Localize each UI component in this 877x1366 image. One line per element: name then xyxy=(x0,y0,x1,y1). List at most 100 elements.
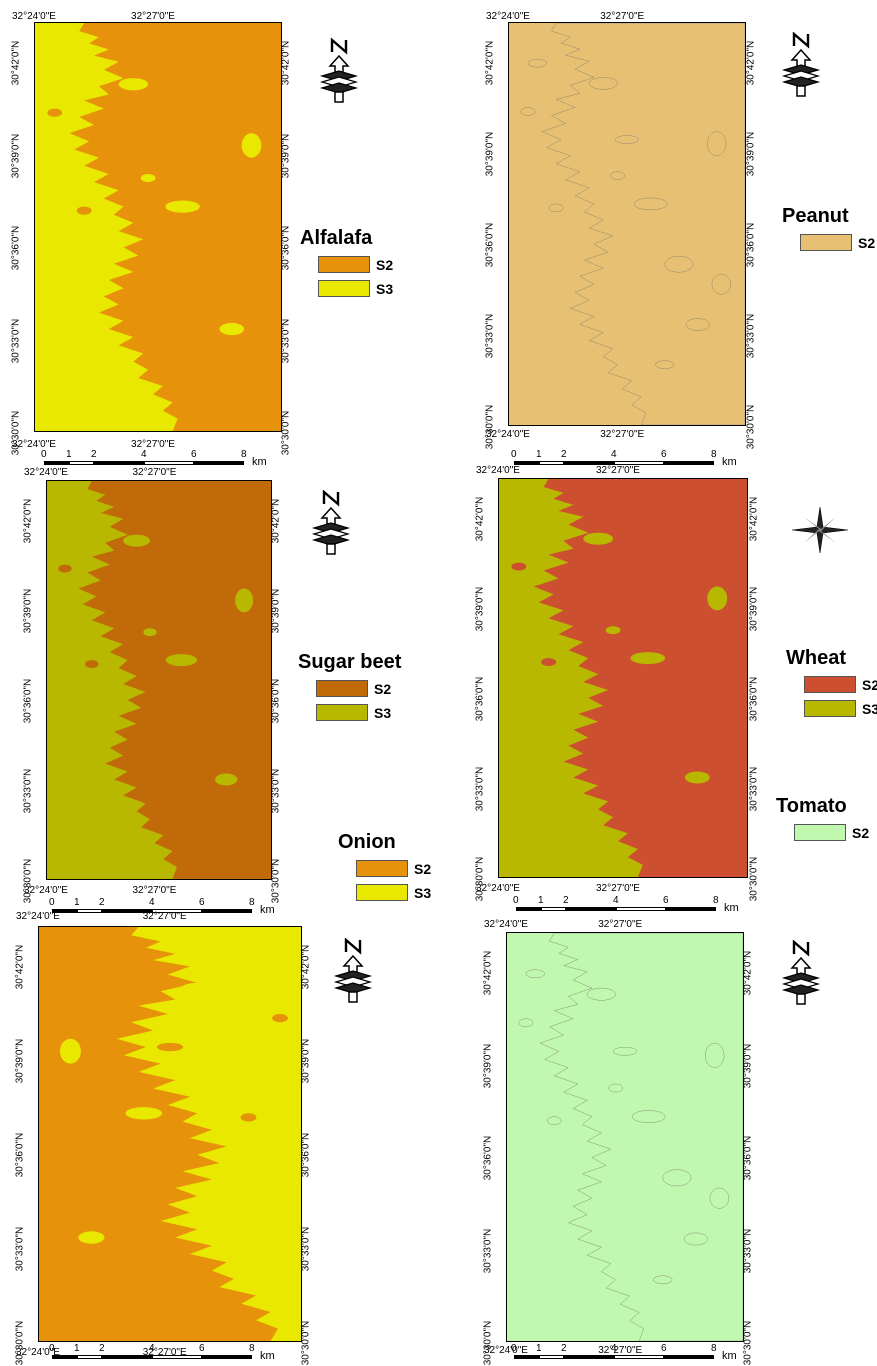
onion-scale-tick-label: 1 xyxy=(74,1343,80,1354)
alfalafa-patch xyxy=(76,206,92,215)
alfalafa-scale-segment xyxy=(69,461,94,465)
onion-lon-label-bottom: 32°27'0"E xyxy=(142,1347,187,1358)
onion-lat-label-right: 30°33'0"N xyxy=(300,1226,312,1272)
alfalafa-scale-tick-label: 1 xyxy=(66,449,72,460)
peanut-scale-tick-label: 8 xyxy=(711,449,717,460)
tomato-scale-segment xyxy=(664,1355,714,1359)
peanut-patch xyxy=(589,77,617,89)
peanut-legend-title: Peanut xyxy=(782,205,849,227)
alfalafa-scale-segment xyxy=(44,461,69,465)
tomato-legend-title: Tomato xyxy=(776,795,847,817)
sugar-beet-scale-segment xyxy=(202,909,252,913)
tomato-scale-segment xyxy=(614,1355,664,1359)
onion-north-arrow-head xyxy=(342,954,364,973)
sugar-beet-legend-swatch xyxy=(316,704,368,721)
alfalafa-lat-label-right: 30°33'0"N xyxy=(280,318,292,363)
onion-lat-label-right: 30°36'0"N xyxy=(300,1132,312,1178)
tomato-patch xyxy=(710,1188,729,1208)
onion-scale-segment xyxy=(102,1355,152,1359)
tomato-patch xyxy=(684,1233,708,1245)
tomato-scale-tick-label: 6 xyxy=(661,1343,667,1354)
sugar-beet-legend-title: Sugar beet xyxy=(298,651,402,673)
onion-patch xyxy=(78,1231,105,1244)
alfalafa-north-stem xyxy=(334,91,344,103)
onion-north-layer xyxy=(333,982,373,994)
tomato-patch xyxy=(547,1117,561,1125)
onion-patch xyxy=(117,1274,139,1284)
onion-map-canvas xyxy=(39,927,301,1341)
alfalafa-lat-label-left: 30°30'0"N xyxy=(10,410,22,456)
peanut-lat-label-right: 30°30'0"N xyxy=(745,404,757,450)
onion-lat-label-left: 30°36'0"N xyxy=(14,1132,26,1178)
tomato-lat-label-left: 30°39'0"N xyxy=(482,1043,494,1088)
tomato-legend-swatch xyxy=(794,824,846,841)
wheat-scale-tick-label: 4 xyxy=(613,895,619,906)
wheat-lon-label-bottom: 32°24'0"E xyxy=(476,883,520,894)
sugar-beet-scale-segment xyxy=(152,909,202,913)
sugar-beet-patch xyxy=(215,773,238,786)
tomato-s2-zone xyxy=(540,933,743,1341)
wheat-lat-label-right: 30°33'0"N xyxy=(748,766,760,812)
tomato-scale-unit: km xyxy=(722,1350,737,1362)
alfalafa-legend-label: S3 xyxy=(376,281,394,297)
alfalafa-scale-tick-label: 8 xyxy=(241,449,247,460)
tomato-map-canvas xyxy=(507,933,743,1341)
sugar-beet-scale-tick-label: 0 xyxy=(49,897,55,908)
alfalafa-patch xyxy=(145,137,171,146)
wheat-lat-label-left: 30°42'0"N xyxy=(474,496,486,542)
wheat-lat-label-left: 30°39'0"N xyxy=(474,586,486,632)
tomato-scale-tick-label: 2 xyxy=(561,1343,567,1354)
onion-patch xyxy=(180,982,212,996)
sugar-beet-patch xyxy=(143,628,157,637)
peanut-lat-label-right: 30°39'0"N xyxy=(745,131,757,177)
peanut-lat-label-left: 30°33'0"N xyxy=(484,313,496,359)
peanut-lat-label-right: 30°36'0"N xyxy=(745,222,757,268)
alfalafa-patch xyxy=(187,365,208,374)
sugar-beet-patch xyxy=(194,711,222,728)
sugar-beet-patch xyxy=(239,729,258,750)
wheat-patch xyxy=(685,771,710,784)
onion-lat-label-left: 30°39'0"N xyxy=(14,1038,26,1084)
wheat-legend-title: Wheat xyxy=(786,647,846,669)
alfalafa-scale-segment xyxy=(94,461,144,465)
sugar-beet-patch xyxy=(185,815,204,824)
onion-lat-label-left: 30°33'0"N xyxy=(14,1226,26,1272)
wheat-scale-segment xyxy=(616,907,666,911)
peanut-scale-unit: km xyxy=(722,456,737,468)
tomato-map-frame xyxy=(506,932,744,1342)
sugar-beet-scale-tick-label: 4 xyxy=(149,897,155,908)
tomato-patch xyxy=(526,970,545,978)
sugar-beet-lat-label-left: 30°30'0"N xyxy=(22,858,34,904)
wheat-lat-label-left: 30°36'0"N xyxy=(474,676,486,722)
peanut-scale-segment xyxy=(664,461,714,465)
tomato-patch xyxy=(613,1047,637,1055)
onion-legend-label: S2 xyxy=(414,861,432,877)
alfalafa-lat-label-right: 30°30'0"N xyxy=(280,410,292,456)
onion-scale-tick-label: 0 xyxy=(49,1343,55,1354)
wheat-patch xyxy=(583,532,614,545)
wheat-legend-swatch xyxy=(804,676,856,693)
sugar-beet-scale-segment xyxy=(77,909,102,913)
peanut-patch xyxy=(549,204,563,212)
alfalafa-lat-label-right: 30°42'0"N xyxy=(280,40,292,86)
wheat-patch xyxy=(511,562,527,571)
peanut-scale-tick-label: 4 xyxy=(611,449,617,460)
sugar-beet-legend-label: S2 xyxy=(374,681,392,697)
tomato-legend-label: S2 xyxy=(852,825,870,841)
wheat-lat-label-right: 30°39'0"N xyxy=(748,586,760,632)
alfalafa-lat-label-left: 30°36'0"N xyxy=(10,225,22,271)
wheat-patch xyxy=(630,652,666,665)
onion-patch xyxy=(240,1113,257,1122)
sugar-beet-lon-label-top: 32°24'0"E xyxy=(24,467,68,478)
alfalafa-lat-label-right: 30°39'0"N xyxy=(280,133,292,178)
onion-north-stem xyxy=(348,991,358,1003)
peanut-s2-zone xyxy=(542,23,745,425)
peanut-map-frame xyxy=(508,22,746,426)
tomato-lon-label-top: 32°27'0"E xyxy=(598,919,643,930)
tomato-lat-label-left: 30°36'0"N xyxy=(482,1135,494,1181)
sugar-beet-north-arrow-icon xyxy=(310,489,354,561)
onion-patch xyxy=(96,1167,129,1184)
peanut-lat-label-right: 30°33'0"N xyxy=(745,313,757,359)
wheat-lat-label-right: 30°30'0"N xyxy=(748,856,760,902)
tomato-s3-area xyxy=(507,933,743,1341)
